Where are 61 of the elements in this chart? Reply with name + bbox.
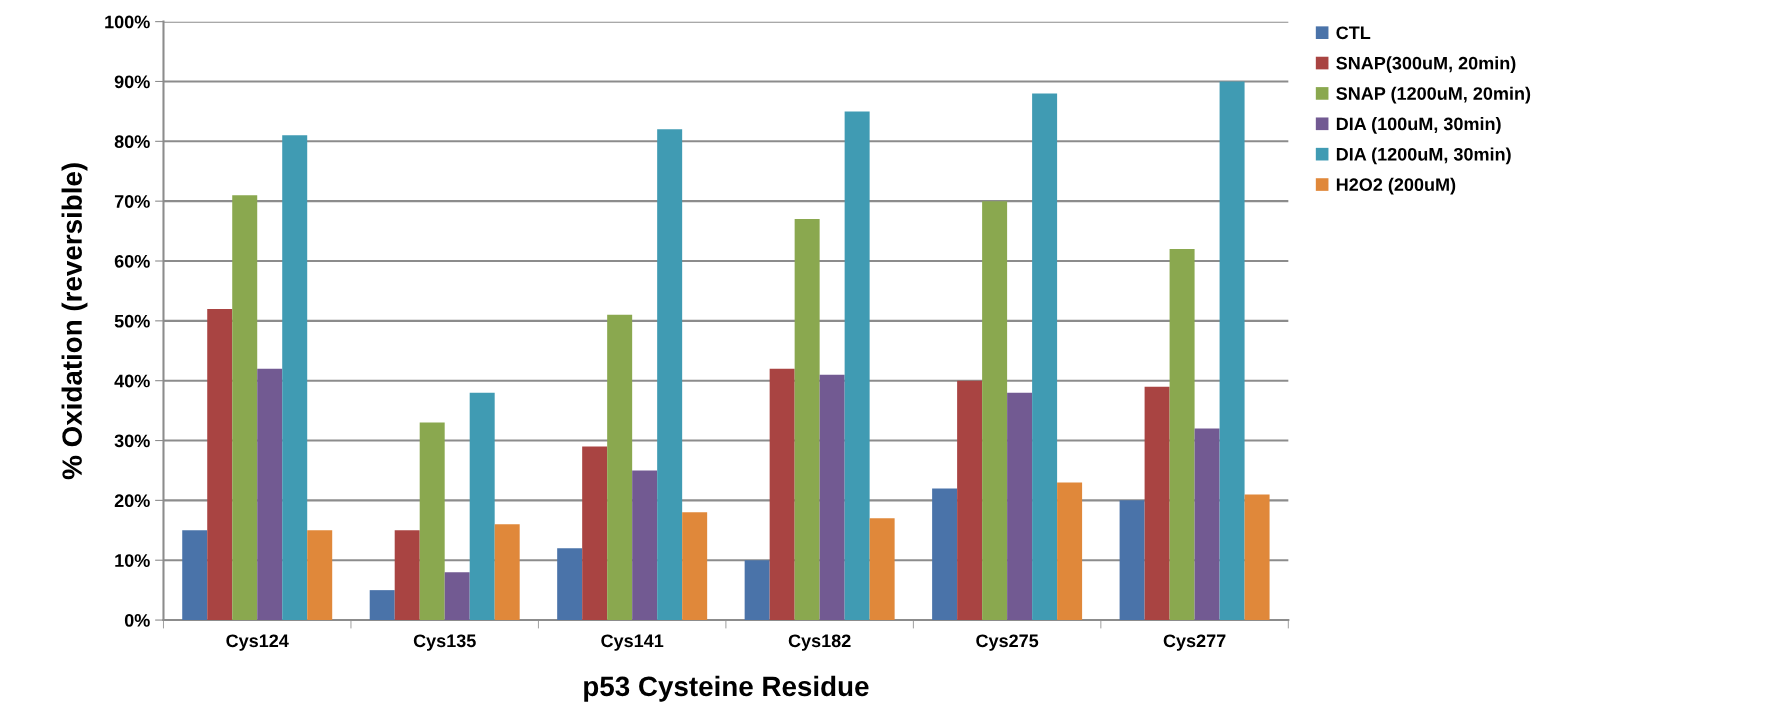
x-axis-title: p53 Cysteine Residue [584,675,869,702]
bar [419,422,445,621]
bar [657,129,683,621]
bar [819,374,845,621]
bar [1119,500,1145,621]
bar [444,572,470,621]
bar [1032,93,1058,621]
bar [932,488,958,621]
bar [1144,386,1170,621]
bar [1244,494,1270,621]
x-tick-label: Cys275 [976,634,1039,651]
bar [1169,249,1195,621]
y-tick-label: 60% [114,254,150,268]
x-tick-label: Cys124 [226,634,289,651]
y-tick-label: 100% [105,15,150,29]
legend-label: SNAP (1200uM, 20min) [1336,86,1531,104]
bar [607,314,633,621]
bar [307,530,333,621]
y-tick-label: 30% [114,434,150,448]
bar [282,135,308,621]
y-tick-label: 50% [114,314,150,328]
legend-label: CTL [1336,26,1371,40]
y-tick-label: 0% [124,613,150,627]
bar [632,470,658,621]
bar [869,518,895,621]
y-tick-label: 90% [114,75,150,89]
bar [1007,392,1033,621]
bar [982,201,1008,621]
legend-label: SNAP(300uM, 20min) [1336,56,1516,74]
bar [1194,428,1220,621]
bar [844,111,870,621]
y-tick-label: 80% [114,135,150,149]
bar [232,195,258,621]
legend-label: H2O2 (200uM) [1336,177,1456,195]
bar [1057,482,1083,621]
bar [207,308,233,621]
bar [394,530,420,621]
x-tick-label: Cys135 [413,634,476,651]
y-tick-label: 40% [114,374,150,388]
y-tick-label: 20% [114,494,150,508]
x-tick-label: Cys182 [788,634,851,651]
x-tick-label: Cys141 [601,634,664,651]
x-tick-label: Cys277 [1163,634,1226,651]
bar [557,548,583,621]
bar [794,219,820,621]
legend-label: DIA (1200uM, 30min) [1336,147,1511,165]
bar [1219,81,1245,621]
bar [582,446,608,621]
bar [469,392,495,621]
bar [682,512,708,621]
y-axis-title: % Oxidation (reversible) [61,163,88,480]
bar [182,530,208,621]
y-tick-label: 70% [114,195,150,208]
bar [494,524,520,621]
bar [369,590,395,621]
y-tick-label: 10% [115,554,150,567]
legend-label: DIA (100uM, 30min) [1336,117,1501,134]
bar [744,560,770,621]
bar [957,380,983,621]
bar [257,368,283,621]
bar [769,368,795,621]
